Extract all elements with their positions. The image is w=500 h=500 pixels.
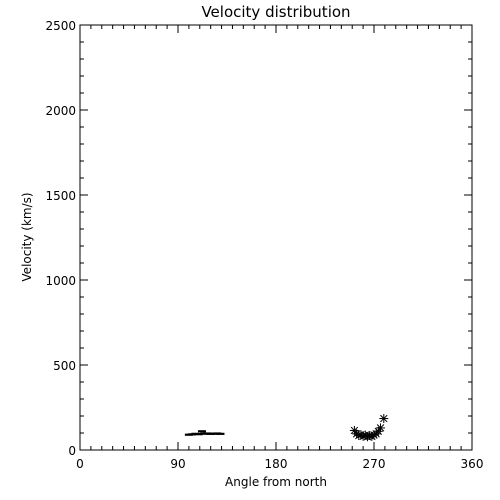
y-tick-label: 2000 (45, 104, 76, 118)
x-tick-label: 90 (170, 457, 185, 471)
y-axis-label: Velocity (km/s) (20, 192, 34, 281)
data-point-asterisk (376, 423, 386, 433)
data-points (184, 414, 389, 442)
asterisk-stroke (350, 426, 359, 435)
y-tick-label: 2500 (45, 19, 76, 33)
y-tick-label: 500 (53, 359, 76, 373)
x-tick-label: 180 (265, 457, 288, 471)
y-tick-labels: 0 500 1000 1500 2000 2500 (45, 19, 76, 458)
axis-ticks (79, 24, 473, 451)
x-tick-labels: 0 90 180 270 360 (76, 457, 483, 471)
x-axis-label: Angle from north (225, 475, 327, 489)
chart-title: Velocity distribution (201, 3, 350, 21)
data-point-asterisk (349, 425, 359, 435)
x-tick-label: 0 (76, 457, 84, 471)
x-tick-label: 360 (461, 457, 484, 471)
data-point-asterisk (379, 414, 389, 424)
y-tick-label: 1500 (45, 189, 76, 203)
asterisk-stroke (376, 424, 385, 432)
plot-frame (79, 24, 473, 451)
x-tick-label: 270 (363, 457, 386, 471)
asterisk-stroke (380, 414, 388, 423)
y-tick-label: 0 (68, 444, 76, 458)
y-tick-label: 1000 (45, 274, 76, 288)
